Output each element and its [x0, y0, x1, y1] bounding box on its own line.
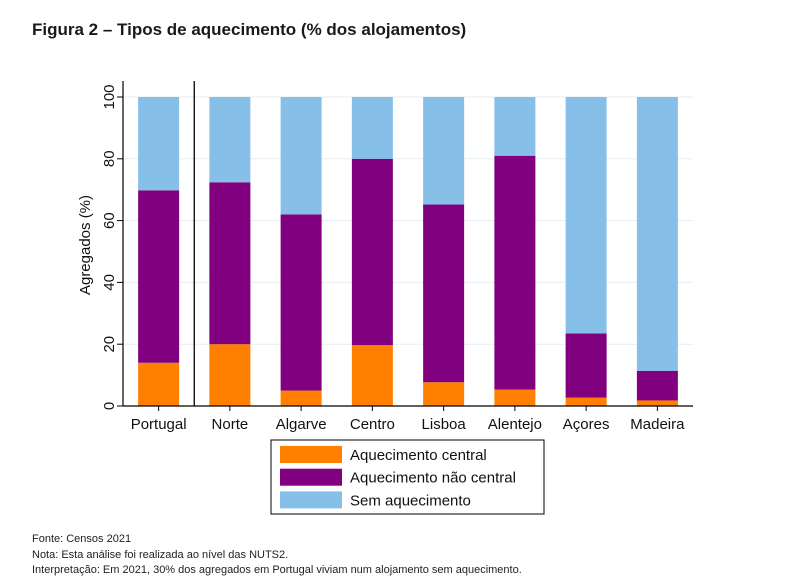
x-tick-label: Lisboa	[422, 416, 467, 433]
bar-segment	[565, 97, 607, 334]
footnotes: Fonte: Censos 2021 Nota: Esta análise fo…	[32, 532, 522, 579]
bar-segment	[209, 182, 251, 345]
y-axis-label: Agregados (%)	[77, 195, 94, 295]
y-tick-label: 60	[101, 212, 118, 229]
bar-segment	[209, 344, 251, 406]
bar-segment	[494, 389, 536, 406]
bar-segment	[351, 97, 393, 159]
source-note: Fonte: Censos 2021	[32, 533, 132, 545]
bars	[138, 97, 678, 406]
bar-segment	[138, 190, 180, 363]
legend-swatch	[280, 491, 342, 509]
bar-segment	[138, 97, 180, 191]
legend-label: Aquecimento não central	[350, 470, 516, 487]
y-tick-label: 0	[101, 402, 118, 410]
stacked-bar-chart: Portugal Norte Algarve Centro Lisboa Alentejo…	[77, 81, 693, 515]
bar-segment	[351, 345, 393, 406]
bar-segment	[565, 397, 607, 406]
gridlines	[123, 96, 693, 407]
bar-segment	[636, 97, 678, 371]
legend-swatch	[280, 446, 342, 463]
x-tick-label: Portugal	[131, 416, 187, 433]
bar-segment	[494, 155, 536, 390]
legend-label: Aquecimento central	[350, 447, 487, 464]
axes: Portugal Norte Algarve Centro Lisboa Alentejo…	[77, 81, 693, 433]
y-tick-label: 100	[101, 84, 118, 109]
bar-segment	[636, 400, 678, 406]
bar-segment	[351, 158, 393, 346]
y-tick-label: 20	[101, 336, 118, 353]
analysis-note: Nota: Esta análise foi realizada ao níve…	[32, 548, 289, 561]
interpretation-note: Interpretação: Em 2021, 30% dos agregado…	[32, 564, 522, 576]
bar-segment	[565, 333, 607, 398]
x-tick-label: Madeira	[630, 416, 685, 433]
x-tick-label: Açores	[563, 416, 610, 433]
bar-segment	[636, 370, 678, 401]
bar-segment	[423, 382, 465, 406]
bar-segment	[423, 97, 465, 205]
legend-swatch	[280, 468, 342, 486]
x-tick-label: Alentejo	[488, 416, 542, 433]
bar-segment	[209, 97, 251, 183]
bar-segment	[138, 362, 180, 406]
x-tick-label: Algarve	[276, 416, 327, 433]
x-tick-label: Centro	[350, 416, 395, 433]
bar-segment	[280, 97, 322, 215]
y-tick-label: 80	[101, 150, 118, 167]
bar-segment	[280, 390, 322, 406]
legend-label: Sem aquecimento	[350, 492, 471, 509]
x-tick-label: Norte	[212, 416, 249, 433]
chart-title: Figura 2 – Tipos de aquecimento (% dos a…	[32, 20, 467, 39]
legend: Aquecimento central Aquecimento não centr…	[270, 439, 545, 515]
y-tick-label: 40	[101, 274, 118, 291]
bar-segment	[423, 204, 465, 383]
bar-segment	[280, 214, 322, 391]
bar-segment	[494, 97, 536, 156]
